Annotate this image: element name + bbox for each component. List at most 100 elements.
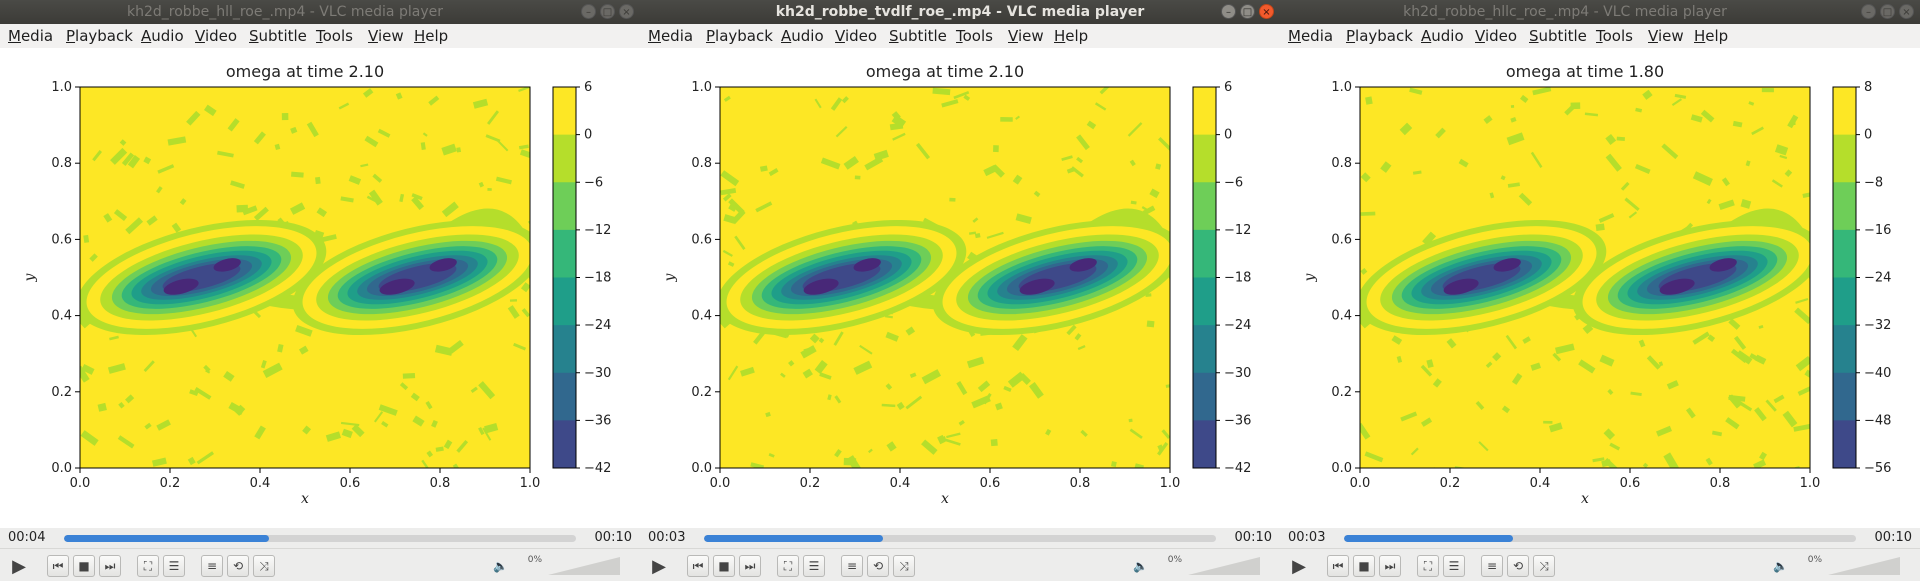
shuffle-button[interactable]: ⤨ — [893, 555, 915, 577]
maximize-button[interactable]: □ — [1240, 4, 1255, 19]
vlc-window-2[interactable]: kh2d_robbe_tvdlf_roe_.mp4 - VLC media pl… — [640, 0, 1280, 581]
menu-view[interactable]: View — [1648, 27, 1684, 45]
menu-playback[interactable]: Playback — [66, 27, 133, 45]
filament — [1804, 369, 1810, 382]
menu-subtitle[interactable]: Subtitle — [249, 27, 307, 45]
minimize-button[interactable]: – — [1861, 4, 1876, 19]
stop-button[interactable]: ■ — [713, 555, 735, 577]
colorbar-tick-label: −30 — [1224, 366, 1251, 381]
extended-settings-button[interactable]: ☰ — [163, 555, 185, 577]
minimize-button[interactable]: – — [1221, 4, 1236, 19]
menu-audio[interactable]: Audio — [781, 27, 824, 45]
title-bar[interactable]: kh2d_robbe_hll_roe_.mp4 - VLC media play… — [0, 0, 640, 24]
vlc-window-3[interactable]: kh2d_robbe_hllc_roe_.mp4 - VLC media pla… — [1280, 0, 1920, 581]
close-button[interactable]: × — [1899, 4, 1914, 19]
menu-video[interactable]: Video — [835, 27, 878, 45]
menu-help[interactable]: Help — [1694, 27, 1729, 45]
loop-button[interactable]: ⟲ — [867, 555, 889, 577]
menu-video[interactable]: Video — [1475, 27, 1518, 45]
loop-button[interactable]: ⟲ — [227, 555, 249, 577]
previous-button[interactable]: ⏮ — [1327, 555, 1349, 577]
filament — [1080, 429, 1088, 438]
next-button[interactable]: ⏭ — [739, 555, 761, 577]
title-bar[interactable]: kh2d_robbe_hllc_roe_.mp4 - VLC media pla… — [1280, 0, 1920, 24]
filament — [723, 95, 731, 102]
extended-settings-button[interactable]: ☰ — [803, 555, 825, 577]
vortex-core — [1069, 258, 1097, 272]
seek-slider[interactable] — [1344, 535, 1856, 542]
vlc-window-1[interactable]: kh2d_robbe_hll_roe_.mp4 - VLC media play… — [0, 0, 640, 581]
minimize-button[interactable]: – — [581, 4, 596, 19]
menu-tools[interactable]: Tools — [956, 27, 993, 45]
filament — [205, 369, 211, 374]
playlist-button[interactable]: ≡ — [1481, 555, 1503, 577]
menu-subtitle[interactable]: Subtitle — [889, 27, 947, 45]
speaker-icon[interactable]: 🔈 — [493, 559, 508, 573]
play-button[interactable]: ▶ — [646, 553, 672, 579]
filament — [435, 446, 444, 452]
previous-button[interactable]: ⏮ — [47, 555, 69, 577]
menu-audio[interactable]: Audio — [1421, 27, 1464, 45]
speaker-icon[interactable]: 🔈 — [1133, 559, 1148, 573]
filament — [974, 232, 981, 239]
menu-media[interactable]: Media — [8, 27, 54, 45]
shuffle-icon: ⤨ — [899, 558, 909, 573]
filament — [1478, 441, 1489, 452]
filament — [968, 231, 977, 235]
menu-view[interactable]: View — [368, 27, 404, 45]
vortex-core — [379, 278, 415, 295]
maximize-button[interactable]: □ — [600, 4, 615, 19]
play-button[interactable]: ▶ — [6, 553, 32, 579]
filament — [281, 113, 289, 121]
extended-settings-button[interactable]: ☰ — [1443, 555, 1465, 577]
menu-subtitle[interactable]: Subtitle — [1529, 27, 1587, 45]
menu-help[interactable]: Help — [1054, 27, 1089, 45]
seek-slider[interactable] — [704, 535, 1216, 542]
x-tick-label: 0.2 — [1440, 476, 1461, 491]
shuffle-button[interactable]: ⤨ — [253, 555, 275, 577]
volume-slider[interactable] — [1188, 557, 1260, 575]
x-tick-label: 0.8 — [1710, 476, 1731, 491]
menu-view[interactable]: View — [1008, 27, 1044, 45]
menu-playback[interactable]: Playback — [1346, 27, 1413, 45]
loop-button[interactable]: ⟲ — [1507, 555, 1529, 577]
maximize-button[interactable]: □ — [1880, 4, 1895, 19]
previous-button[interactable]: ⏮ — [687, 555, 709, 577]
next-button[interactable]: ⏭ — [99, 555, 121, 577]
stop-button[interactable]: ■ — [73, 555, 95, 577]
filament — [1507, 182, 1521, 188]
next-button[interactable]: ⏭ — [1379, 555, 1401, 577]
stop-button[interactable]: ■ — [1353, 555, 1375, 577]
playlist-button[interactable]: ≡ — [841, 555, 863, 577]
title-bar[interactable]: kh2d_robbe_tvdlf_roe_.mp4 - VLC media pl… — [640, 0, 1280, 24]
menu-help[interactable]: Help — [414, 27, 449, 45]
filament — [1543, 420, 1553, 424]
shuffle-button[interactable]: ⤨ — [1533, 555, 1555, 577]
volume-slider[interactable] — [548, 557, 620, 575]
menu-tools[interactable]: Tools — [1596, 27, 1633, 45]
fullscreen-button[interactable]: ⛶ — [777, 555, 799, 577]
menu-tools[interactable]: Tools — [316, 27, 353, 45]
video-frame[interactable]: omega at time 2.10 0.0 0.2 0.4 0.6 0.8 1.0 0.0 0… — [0, 48, 640, 528]
menu-media[interactable]: Media — [648, 27, 694, 45]
video-frame[interactable]: omega at time 1.80 0.0 0.2 0.4 0.6 0.8 1.0 0.0 0… — [1280, 48, 1920, 528]
filament — [1584, 112, 1599, 117]
playlist-button[interactable]: ≡ — [201, 555, 223, 577]
play-button[interactable]: ▶ — [1286, 553, 1312, 579]
total-time: 00:10 — [1874, 530, 1912, 545]
speaker-icon[interactable]: 🔈 — [1773, 559, 1788, 573]
fullscreen-button[interactable]: ⛶ — [1417, 555, 1439, 577]
menu-playback[interactable]: Playback — [706, 27, 773, 45]
menu-video[interactable]: Video — [195, 27, 238, 45]
video-frame[interactable]: omega at time 2.10 0.0 0.2 0.4 0.6 0.8 1.0 0.0 0… — [640, 48, 1280, 528]
close-button[interactable]: × — [1259, 4, 1274, 19]
filament — [203, 364, 211, 373]
menu-media[interactable]: Media — [1288, 27, 1334, 45]
close-button[interactable]: × — [619, 4, 634, 19]
filament — [834, 395, 842, 404]
colorbar-band — [1833, 325, 1856, 374]
volume-slider[interactable] — [1828, 557, 1900, 575]
fullscreen-button[interactable]: ⛶ — [137, 555, 159, 577]
menu-audio[interactable]: Audio — [141, 27, 184, 45]
seek-slider[interactable] — [64, 535, 576, 542]
